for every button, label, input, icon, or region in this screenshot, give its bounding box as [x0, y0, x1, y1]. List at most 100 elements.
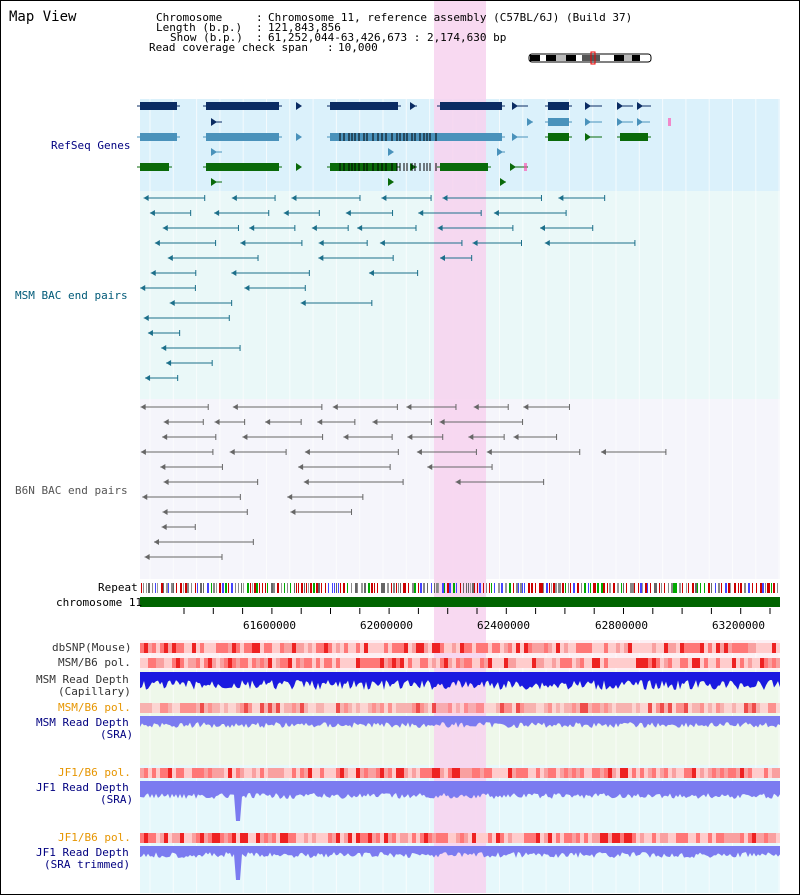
- jf1-b6-pol-heat: [200, 768, 204, 778]
- dbsnp-heat: [276, 643, 280, 653]
- jf1-b6-pol-2-heat: [156, 833, 160, 843]
- dbsnp-heat: [588, 643, 592, 653]
- jf1-b6-pol-heat: [252, 768, 256, 778]
- repeat-mark: [630, 583, 632, 593]
- msm-b6-pol-2-heat: [420, 703, 424, 713]
- jf1-b6-pol-2-heat: [608, 833, 612, 843]
- jf1-b6-pol-2-heat: [296, 833, 300, 843]
- msm-bac-pair-end: [544, 240, 550, 246]
- ideogram-band: [600, 55, 614, 61]
- repeat-label: Repeat: [98, 581, 138, 594]
- msm-depth-capillary-label-2: (Capillary): [58, 685, 131, 698]
- ideogram-band: [614, 55, 624, 61]
- jf1-depth-trim-area: [140, 846, 780, 880]
- repeat-mark: [718, 583, 720, 593]
- msm-b6-pol-heat: [436, 658, 440, 668]
- jf1-b6-pol-heat: [492, 768, 496, 778]
- coverage-value: 10,000: [338, 41, 378, 54]
- jf1-b6-pol-heat: [376, 768, 380, 778]
- msm-b6-pol-heat: [536, 658, 540, 668]
- msm-depth-sra-label-1: MSM Read Depth: [36, 716, 129, 729]
- msm-b6-pol-heat: [192, 658, 196, 668]
- msm-b6-pol-heat: [592, 658, 596, 668]
- msm-b6-pol-heat: [492, 658, 496, 668]
- dbsnp-heat: [248, 643, 252, 653]
- jf1-b6-pol-2-heat: [704, 833, 708, 843]
- msm-b6-pol-heat: [540, 658, 544, 668]
- repeat-mark: [695, 583, 697, 593]
- msm-b6-pol-2-heat: [688, 703, 692, 713]
- msm-b6-pol-2-heat: [764, 703, 768, 713]
- repeat-mark: [609, 583, 611, 593]
- msm-b6-pol-2-heat: [228, 703, 232, 713]
- jf1-b6-pol-heat: [432, 768, 436, 778]
- repeat-mark: [549, 583, 550, 593]
- msm-b6-pol-heat: [368, 658, 372, 668]
- msm-b6-pol-2-heat: [472, 703, 476, 713]
- gene-exon-block: [140, 102, 177, 110]
- b6n-bac-pair-end: [161, 524, 167, 530]
- b6n-bac-pair-end: [242, 434, 248, 440]
- msm-b6-pol-heat: [548, 658, 552, 668]
- length-label: Length (b.p.): [156, 21, 243, 34]
- jf1-b6-pol-heat: [636, 768, 640, 778]
- repeat-mark: [659, 583, 660, 593]
- jf1-b6-pol-2-heat: [248, 833, 252, 843]
- repeat-mark: [645, 583, 647, 593]
- msm-b6-pol-2-heat: [584, 703, 588, 713]
- jf1-b6-pol-heat: [472, 768, 476, 778]
- repeat-mark: [562, 583, 564, 593]
- jf1-b6-pol-heat: [692, 768, 696, 778]
- msm-b6-pol-heat: [184, 658, 188, 668]
- repeat-mark: [308, 583, 309, 593]
- jf1-b6-pol-2-heat: [732, 833, 736, 843]
- jf1-b6-pol-heat: [572, 768, 576, 778]
- repeat-mark: [351, 583, 352, 593]
- jf1-b6-pol-heat: [480, 768, 484, 778]
- dbsnp-heat: [692, 643, 696, 653]
- jf1-b6-pol-heat: [704, 768, 708, 778]
- jf1-b6-pol-2-heat: [700, 833, 704, 843]
- msm-b6-pol-2-heat: [536, 703, 540, 713]
- msm-b6-pol-heat: [468, 658, 472, 668]
- jf1-b6-pol-heat: [312, 768, 316, 778]
- repeat-mark: [336, 583, 337, 593]
- jf1-b6-pol-heat: [152, 768, 156, 778]
- msm-b6-pol-2-heat: [152, 703, 156, 713]
- msm-b6-pol-heat: [636, 658, 640, 668]
- jf1-b6-pol-heat: [744, 768, 748, 778]
- dbsnp-heat: [344, 643, 348, 653]
- repeat-mark: [247, 583, 249, 593]
- jf1-b6-pol-2-heat: [200, 833, 204, 843]
- msm-b6-pol-heat: [416, 658, 420, 668]
- jf1-b6-pol-2-heat: [404, 833, 408, 843]
- msm-b6-pol-2-heat: [396, 703, 400, 713]
- msm-b6-pol-2-heat: [400, 703, 404, 713]
- jf1-b6-pol-2-heat: [560, 833, 564, 843]
- msm-b6-pol-heat: [600, 658, 604, 668]
- jf1-b6-pol-heat: [192, 768, 196, 778]
- repeat-mark: [593, 583, 595, 593]
- repeat-mark: [524, 583, 525, 593]
- jf1-b6-pol-2-heat: [720, 833, 724, 843]
- jf1-b6-pol-heat: [588, 768, 592, 778]
- dbsnp-heat: [716, 643, 720, 653]
- dbsnp-heat: [764, 643, 768, 653]
- jf1-b6-pol-2-heat: [676, 833, 680, 843]
- msm-b6-pol-2-heat: [724, 703, 728, 713]
- jf1-b6-pol-2-heat: [436, 833, 440, 843]
- repeat-mark: [403, 583, 405, 593]
- dbsnp-heat: [676, 643, 680, 653]
- msm-b6-pol-2-heat: [640, 703, 644, 713]
- dbsnp-heat: [388, 643, 392, 653]
- repeat-mark: [173, 583, 174, 593]
- jf1-b6-pol-2-heat: [432, 833, 436, 843]
- jf1-b6-pol-heat: [408, 768, 412, 778]
- repeat-mark: [477, 583, 478, 593]
- repeat-mark: [597, 583, 599, 593]
- repeat-mark: [767, 583, 769, 593]
- dbsnp-heat: [320, 643, 324, 653]
- jf1-b6-pol-heat: [244, 768, 248, 778]
- msm-b6-pol-heat: [328, 658, 332, 668]
